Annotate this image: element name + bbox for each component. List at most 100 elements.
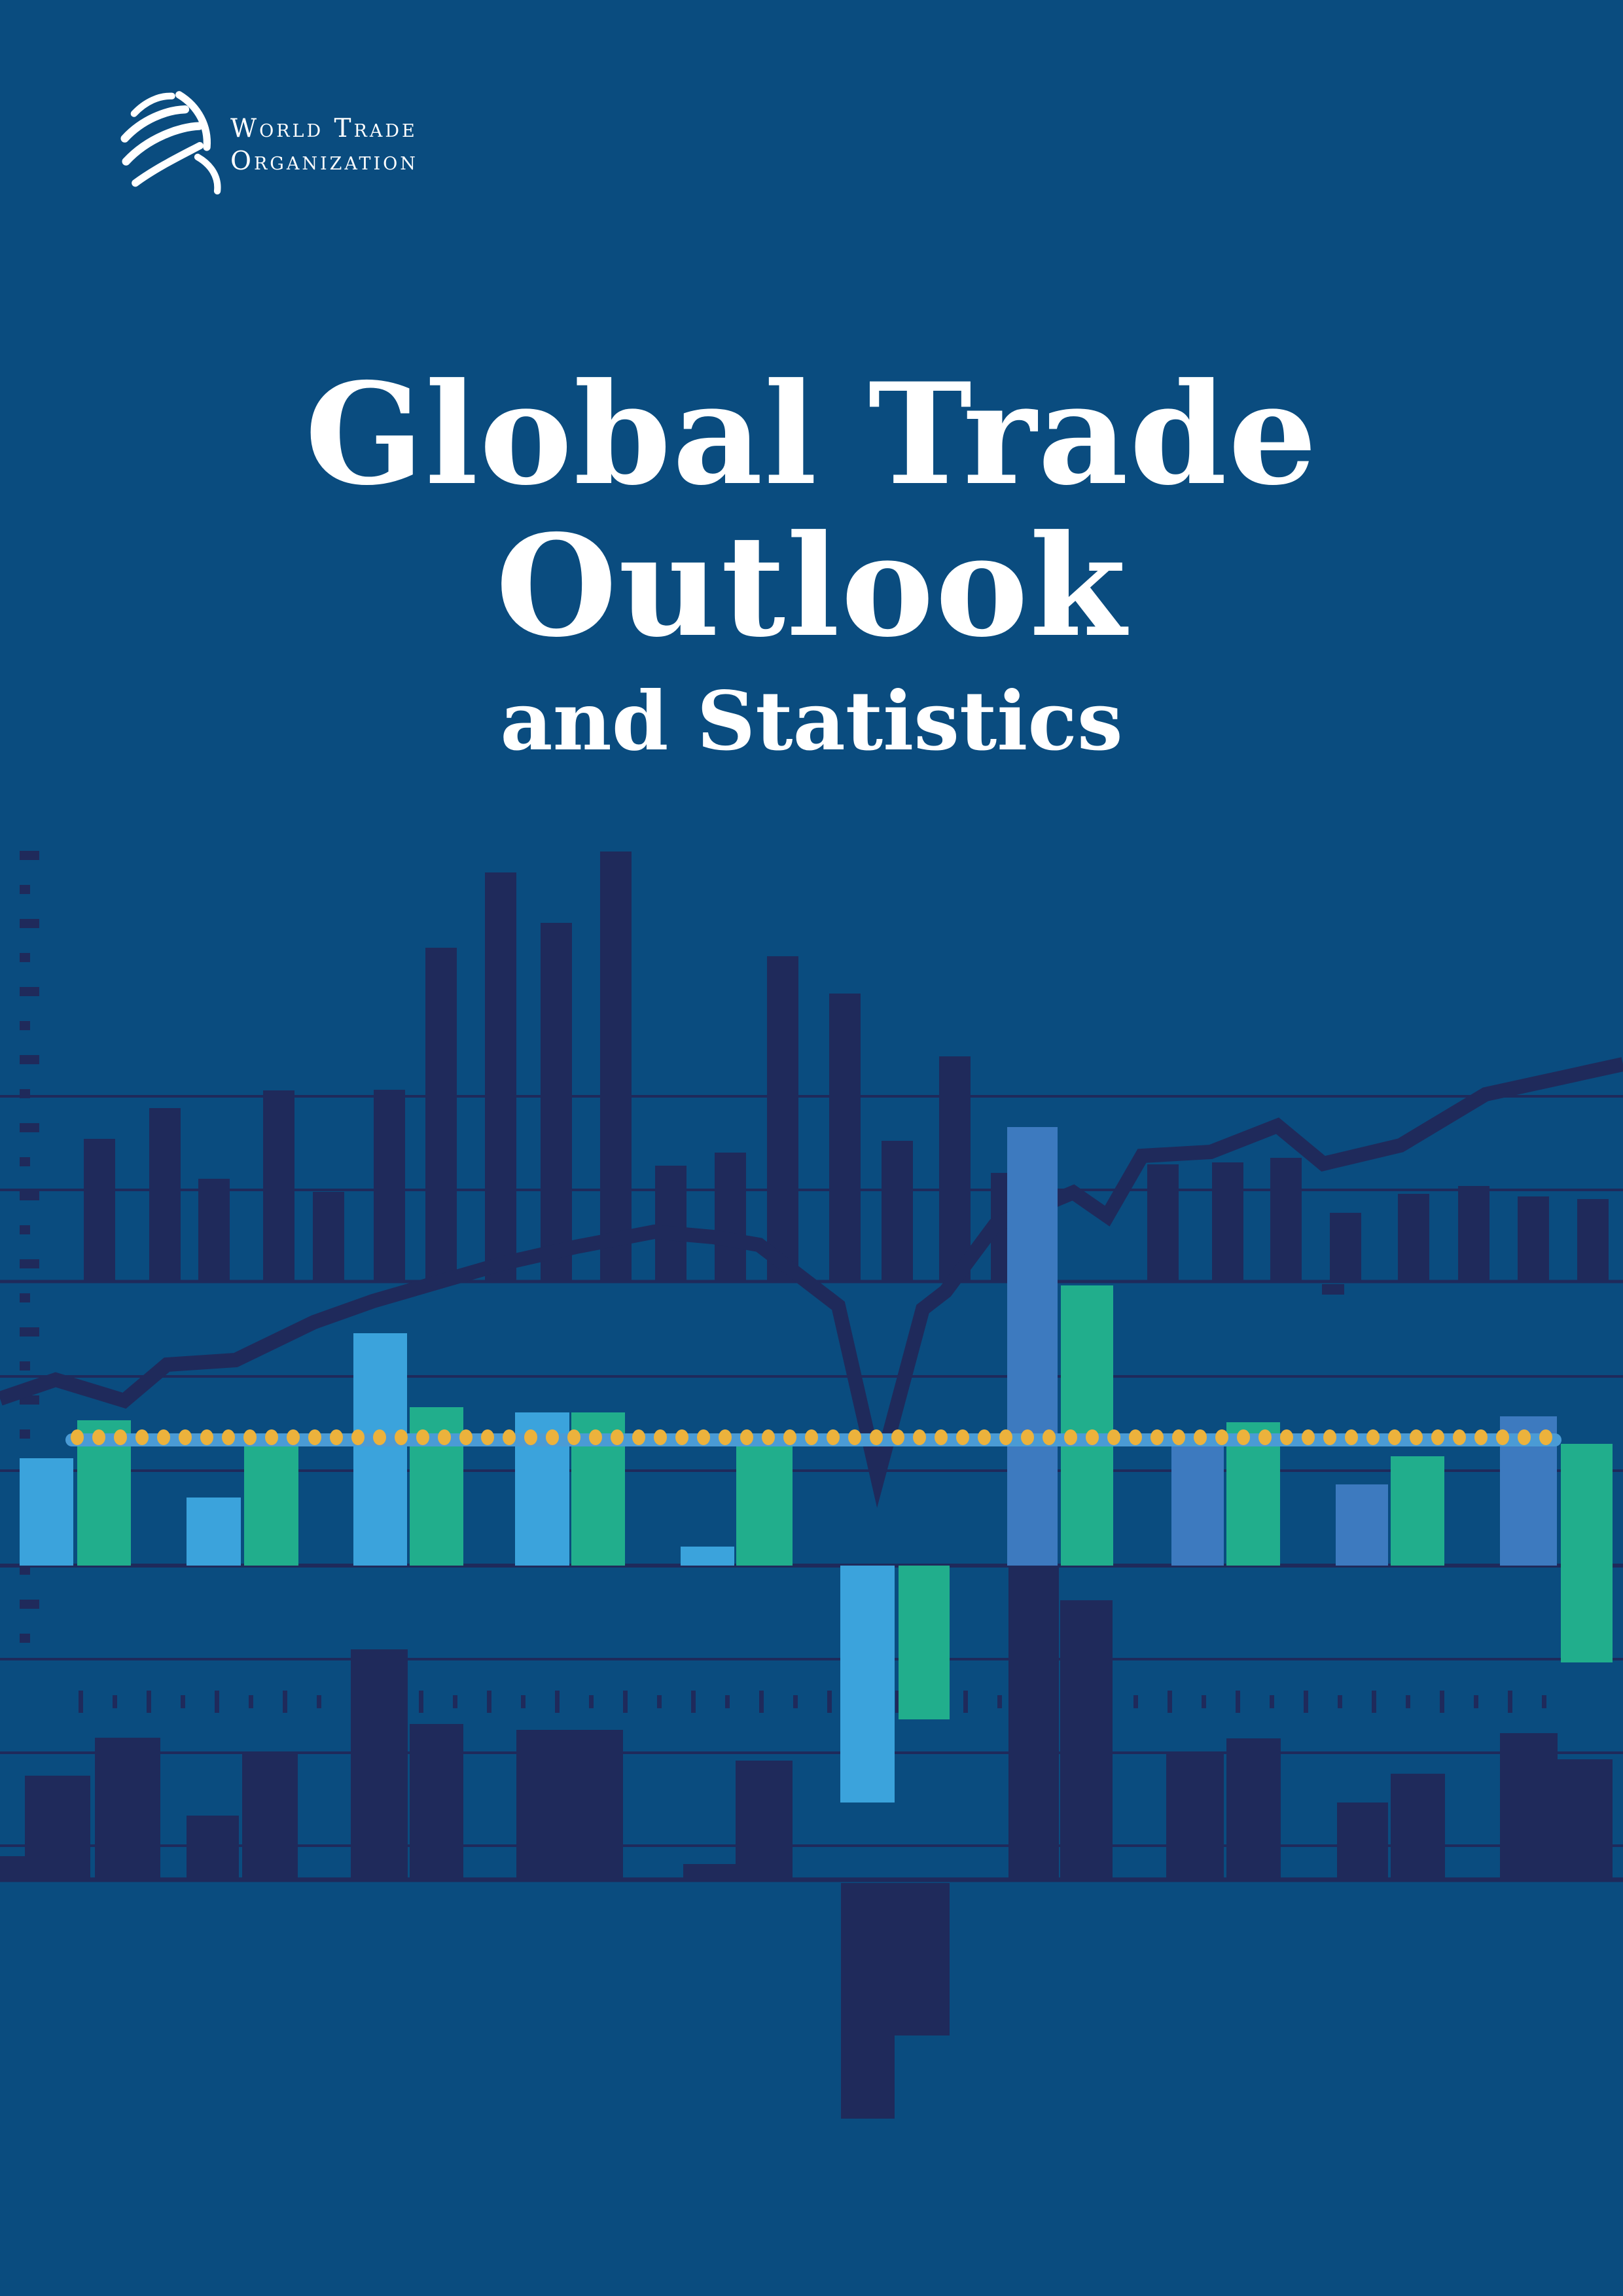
reference-line-dot	[1323, 1429, 1336, 1445]
bottom-bar	[1226, 1738, 1281, 1880]
bottom-bar	[242, 1752, 298, 1880]
logo-wordmark-line2: Organization	[230, 147, 418, 176]
ruler-tick	[521, 1695, 526, 1708]
left-axis-tick	[20, 987, 39, 996]
logo-arc	[175, 91, 211, 151]
logo-arc	[122, 122, 204, 166]
reference-line-dot	[524, 1429, 537, 1445]
reference-line-dot	[330, 1429, 343, 1445]
top-bar	[715, 1153, 746, 1282]
ruler-tick	[181, 1695, 185, 1708]
ruler-tick	[79, 1691, 83, 1713]
top-bar	[1518, 1196, 1549, 1282]
reference-line-dot	[654, 1429, 667, 1445]
gridline	[0, 1564, 1623, 1568]
top-bar	[1270, 1158, 1302, 1282]
reference-line-dot	[935, 1429, 948, 1445]
reference-line-dot	[179, 1429, 192, 1445]
reference-line-dot	[546, 1429, 559, 1445]
reference-line-dot	[287, 1429, 300, 1445]
ruler-tick	[963, 1691, 968, 1713]
ruler-tick	[1270, 1695, 1274, 1708]
left-axis-tick	[20, 1361, 30, 1371]
grouped-bar-steel	[1336, 1484, 1388, 1566]
reference-line-dot	[265, 1429, 278, 1445]
grouped-bar-sky	[187, 1498, 241, 1566]
grouped-bar-green	[1061, 1285, 1113, 1566]
reference-line-dot	[459, 1429, 473, 1445]
gridline	[0, 1844, 1623, 1847]
top-bar	[1398, 1194, 1429, 1282]
top-bar	[263, 1090, 294, 1282]
top-bar	[600, 852, 632, 1282]
gridline	[0, 1095, 1623, 1098]
bottom-bar	[187, 1816, 239, 1880]
reference-line-dot	[1518, 1429, 1531, 1445]
ruler-tick	[1406, 1695, 1410, 1708]
top-bar	[1577, 1199, 1609, 1282]
ruler-tick	[113, 1695, 117, 1708]
reference-line-dot	[481, 1429, 494, 1445]
top-bar	[1147, 1164, 1179, 1282]
reference-line-dot	[157, 1429, 170, 1445]
reference-line-dot	[1194, 1429, 1207, 1445]
ruler-tick	[997, 1695, 1002, 1708]
top-bar	[313, 1192, 344, 1282]
logo-arc	[120, 105, 190, 143]
left-axis-tick	[20, 919, 39, 928]
left-axis-tick	[20, 1429, 30, 1439]
reference-line-dot	[92, 1429, 105, 1445]
bottom-bar	[1008, 1566, 1059, 1880]
left-axis-tick	[20, 1600, 39, 1609]
bottom-bar	[516, 1730, 623, 1880]
reference-line-dot	[243, 1429, 257, 1445]
logo-arc	[194, 153, 221, 195]
reference-line-dot	[1043, 1429, 1056, 1445]
reference-line-dot	[611, 1429, 624, 1445]
left-axis-tick	[20, 851, 39, 860]
reference-line-dot	[740, 1429, 753, 1445]
ruler-tick	[895, 1691, 900, 1713]
ruler-tick	[487, 1691, 491, 1713]
ruler-tick	[147, 1691, 151, 1713]
left-axis-tick	[20, 1566, 30, 1575]
reference-line-dot	[1172, 1429, 1185, 1445]
top-bar	[1458, 1186, 1489, 1282]
title-block: Global Trade Outlook and Statistics	[0, 359, 1623, 771]
page-subtitle: and Statistics	[500, 674, 1123, 769]
ruler-tick	[1133, 1695, 1138, 1708]
reference-line-dot	[1150, 1429, 1164, 1445]
reference-line-dot	[805, 1429, 818, 1445]
wto-logo-icon	[120, 91, 221, 195]
small-mark	[1322, 1284, 1344, 1295]
bottom-bar	[1558, 1759, 1613, 1880]
logo-arc	[132, 142, 204, 187]
left-axis-tick	[20, 1293, 30, 1302]
logo-arc	[130, 92, 175, 117]
grouped-bar-sky	[20, 1458, 73, 1566]
reference-line-dot	[1129, 1429, 1142, 1445]
logo-wordmark: World Trade Organization	[230, 113, 418, 178]
top-bar	[882, 1141, 913, 1282]
left-axis-tick	[20, 953, 30, 962]
reference-line-dot	[1474, 1429, 1488, 1445]
grouped-bar-sky	[840, 1566, 895, 1803]
ruler-tick	[453, 1695, 457, 1708]
top-bar	[655, 1166, 687, 1282]
reference-line-dot	[978, 1429, 991, 1445]
ruler-tick	[759, 1691, 764, 1713]
left-axis-tick	[20, 1225, 30, 1234]
reference-line-dot	[589, 1429, 602, 1445]
gridline	[0, 1469, 1623, 1472]
reference-line-dot	[222, 1429, 235, 1445]
reference-line-dot	[891, 1429, 904, 1445]
grouped-bar-green	[244, 1442, 298, 1566]
bottom-bar	[25, 1776, 90, 1880]
bottom-bar	[0, 1856, 25, 1880]
reference-line-dot	[1539, 1429, 1552, 1445]
reference-line-dot	[1107, 1429, 1120, 1445]
reference-line-dot	[1431, 1429, 1444, 1445]
top-bar	[1212, 1162, 1243, 1282]
ruler-tick	[555, 1691, 560, 1713]
